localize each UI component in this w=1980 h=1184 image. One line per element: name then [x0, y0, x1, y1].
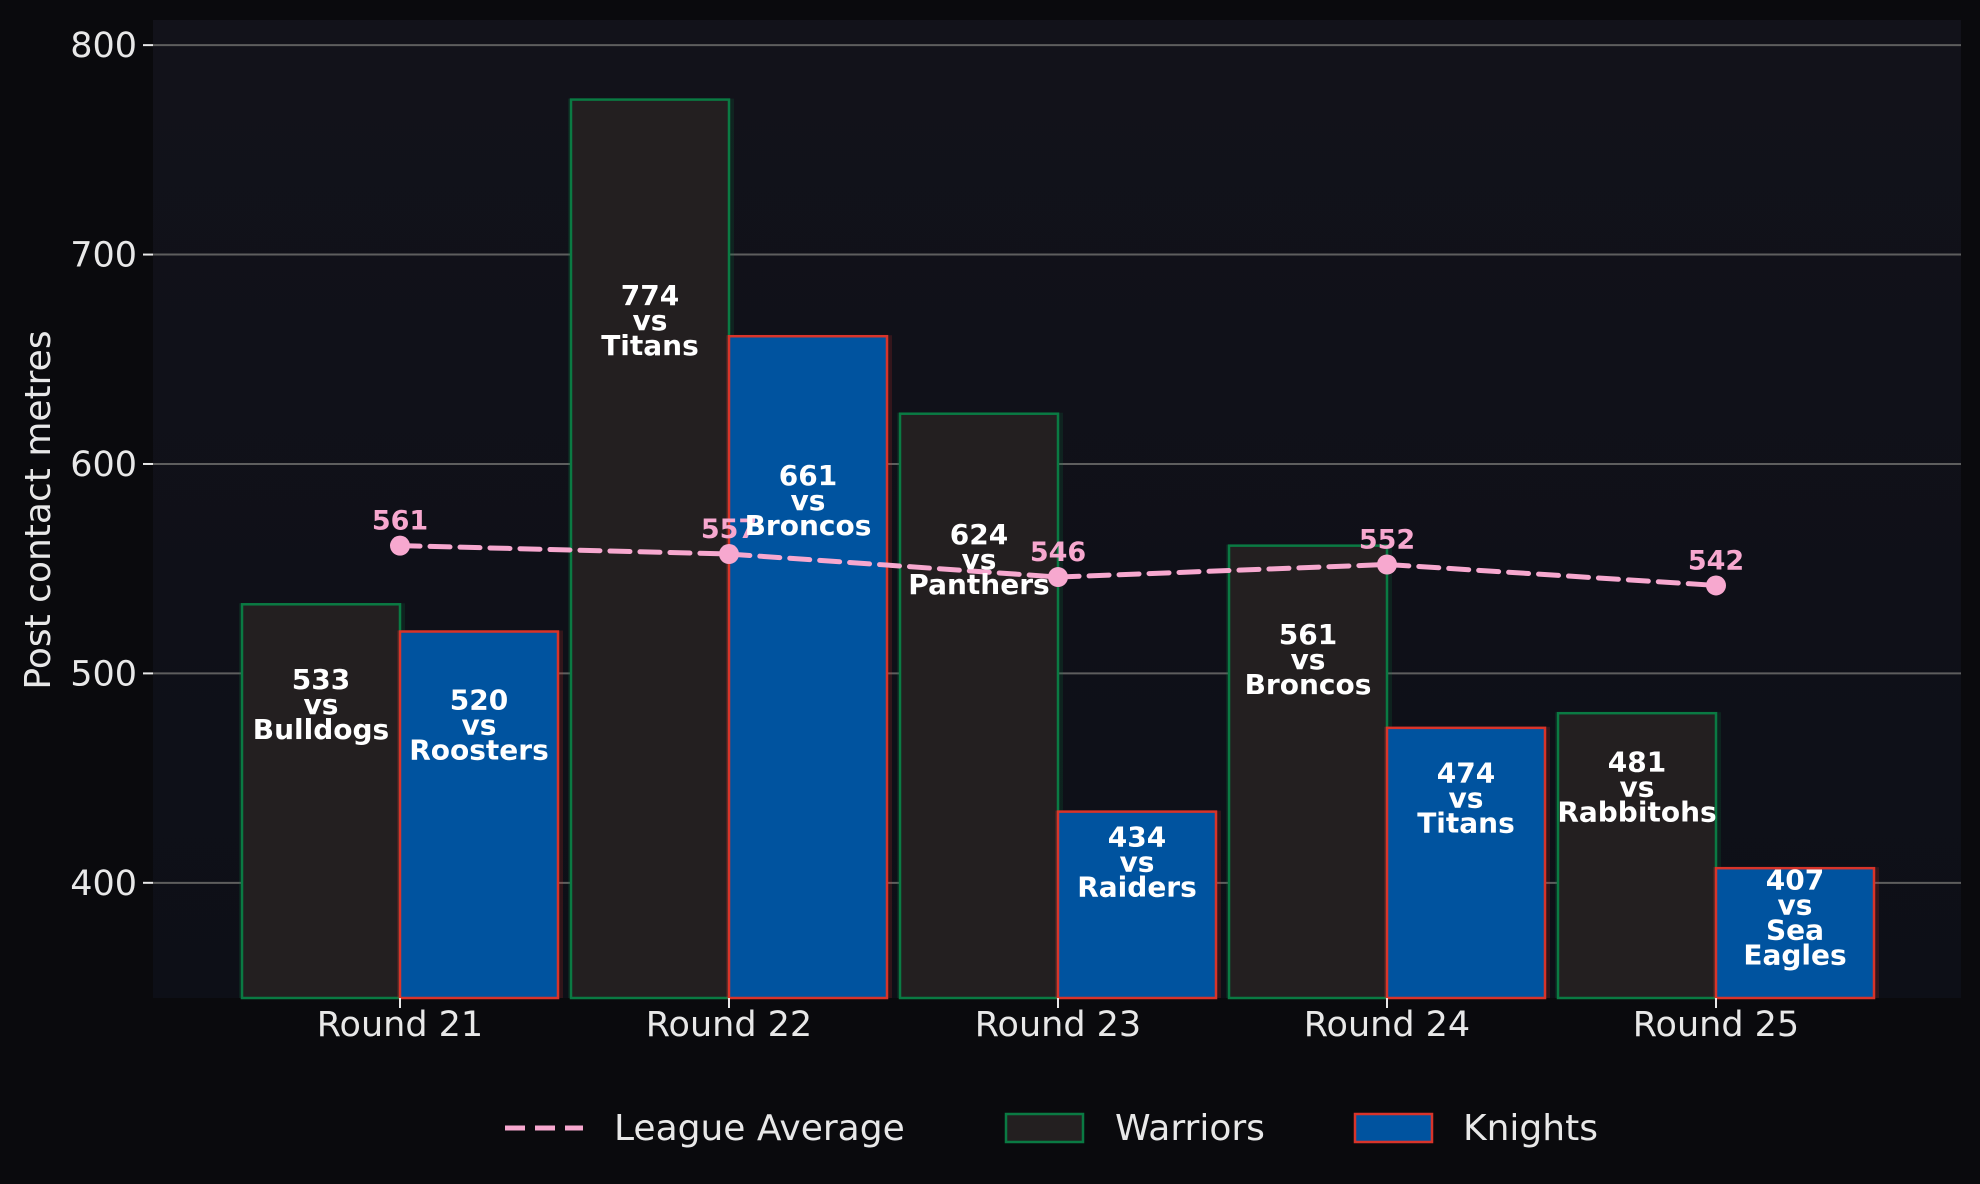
- bar-label-warriors-5: 481 vs Rabbitohs: [1557, 746, 1716, 829]
- league-average-label-2: 557: [701, 514, 757, 545]
- bar-knights-round-25: [1714, 866, 1876, 1000]
- legend-swatch-warriors: [1004, 1112, 1085, 1144]
- league-average-line: 561 557 546 552 542: [372, 506, 1744, 596]
- y-tick-label-800: 800: [70, 26, 137, 66]
- x-axis: Round 21 Round 22 Round 23 Round 24 Round 25: [317, 998, 1799, 1045]
- bar-warriors-round-21: [240, 603, 402, 1000]
- y-tick-label-600: 600: [70, 445, 137, 485]
- bar-label-knights-1: 520 vs Roosters: [409, 683, 549, 766]
- y-tick-label-700: 700: [70, 236, 137, 276]
- y-axis: 400 500 600 700 800: [70, 26, 153, 904]
- bar-warriors-round-23: [898, 412, 1060, 1000]
- bar-label-warriors-1: 533 vs Bulldogs: [253, 663, 389, 746]
- legend-swatch-knights: [1353, 1112, 1434, 1144]
- y-axis-label: Post contact metres: [18, 330, 59, 689]
- league-average-point-2: [719, 544, 739, 565]
- league-average-label-5: 542: [1688, 545, 1744, 576]
- bar-knights-round-23: [1056, 810, 1218, 1000]
- bar-label-warriors-2: 774 vs Titans: [601, 279, 699, 362]
- bar-label-knights-3: 434 vs Raiders: [1077, 820, 1197, 903]
- x-tick-label-2: Round 22: [646, 1005, 812, 1045]
- bar-label-warriors-3: 624 vs Panthers: [908, 518, 1049, 601]
- y-tick-label-400: 400: [70, 864, 137, 904]
- legend-label-warriors: Warriors: [1115, 1108, 1265, 1149]
- legend-label-league-average: League Average: [614, 1108, 905, 1149]
- bar-series: [239, 98, 1879, 1000]
- bar-label-warriors-4: 561 vs Broncos: [1245, 618, 1372, 701]
- league-average-point-4: [1377, 554, 1397, 575]
- league-average-point-1: [390, 535, 410, 556]
- legend: League Average Warriors Knights: [505, 1108, 1598, 1149]
- x-tick-label-5: Round 25: [1633, 1005, 1799, 1045]
- league-average-point-3: [1048, 567, 1068, 588]
- y-tick-label-500: 500: [70, 654, 137, 694]
- bar-warriors-round-24: [1227, 544, 1389, 1000]
- league-average-point-5: [1706, 575, 1726, 596]
- bar-knights-round-21: [398, 630, 560, 1000]
- league-average-label-4: 552: [1359, 524, 1415, 555]
- league-average-label-3: 546: [1030, 537, 1086, 568]
- x-tick-label-4: Round 24: [1304, 1005, 1470, 1045]
- bar-label-knights-5: 407 vs Sea Eagles: [1743, 863, 1846, 971]
- league-average-label-1: 561: [372, 506, 428, 537]
- legend-label-knights: Knights: [1463, 1108, 1598, 1149]
- bar-knights-round-22: [727, 334, 889, 1000]
- bar-label-knights-4: 474 vs Titans: [1417, 757, 1515, 840]
- x-tick-label-3: Round 23: [975, 1005, 1141, 1045]
- bar-label-knights-2: 661 vs Broncos: [745, 459, 872, 542]
- x-tick-label-1: Round 21: [317, 1005, 483, 1045]
- bar-knights-round-24: [1385, 726, 1547, 1000]
- bar-warriors-round-25: [1556, 711, 1718, 1000]
